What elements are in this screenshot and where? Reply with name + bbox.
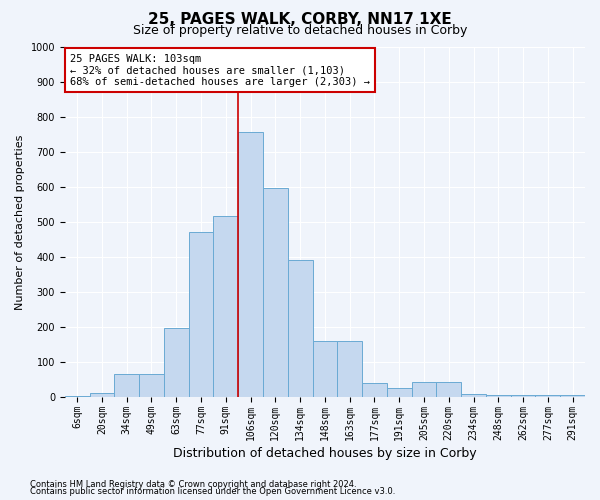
Bar	[337, 341, 362, 397]
Bar	[288, 260, 313, 397]
Bar	[115, 374, 139, 397]
Bar	[89, 393, 115, 397]
Bar	[238, 132, 263, 397]
Y-axis label: Number of detached properties: Number of detached properties	[15, 134, 25, 310]
Bar	[214, 216, 238, 397]
Text: Size of property relative to detached houses in Corby: Size of property relative to detached ho…	[133, 24, 467, 37]
Bar	[511, 396, 535, 397]
Bar	[164, 328, 188, 397]
Text: 25, PAGES WALK, CORBY, NN17 1XE: 25, PAGES WALK, CORBY, NN17 1XE	[148, 12, 452, 28]
Bar	[387, 388, 412, 397]
Bar	[362, 383, 387, 397]
X-axis label: Distribution of detached houses by size in Corby: Distribution of detached houses by size …	[173, 447, 477, 460]
Bar	[436, 382, 461, 397]
Text: Contains HM Land Registry data © Crown copyright and database right 2024.: Contains HM Land Registry data © Crown c…	[30, 480, 356, 489]
Bar	[313, 341, 337, 397]
Bar	[461, 394, 486, 397]
Text: Contains public sector information licensed under the Open Government Licence v3: Contains public sector information licen…	[30, 488, 395, 496]
Bar	[486, 396, 511, 397]
Bar	[412, 382, 436, 397]
Bar	[139, 374, 164, 397]
Text: 25 PAGES WALK: 103sqm
← 32% of detached houses are smaller (1,103)
68% of semi-d: 25 PAGES WALK: 103sqm ← 32% of detached …	[70, 54, 370, 86]
Bar	[188, 232, 214, 397]
Bar	[560, 396, 585, 397]
Bar	[65, 396, 89, 397]
Bar	[535, 396, 560, 397]
Bar	[263, 188, 288, 397]
